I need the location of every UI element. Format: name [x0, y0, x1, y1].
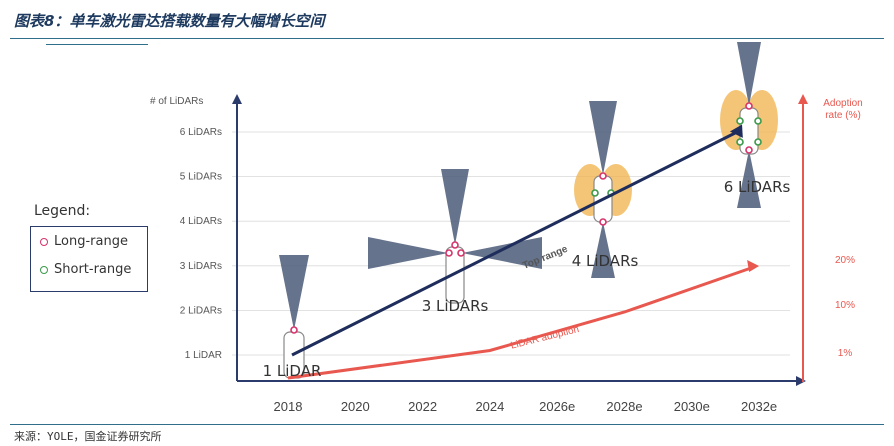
grid-lines: [232, 131, 790, 356]
lidar-cone-icon: [737, 42, 761, 106]
tick-labels: 1 LiDAR 2 LiDARs 3 LiDARs 4 LiDARs 5 LiDARs 6…: [150, 96, 863, 414]
lidar-cone-icon: [462, 237, 542, 269]
lidar-count-label: 4 LiDARs: [572, 252, 639, 270]
long-range-dot-icon: [599, 218, 607, 226]
top-range-line: [291, 130, 738, 357]
long-range-dot-icon: [457, 249, 465, 257]
top-range-arrow-icon: [729, 124, 743, 138]
x-tick-label: 2024: [475, 399, 504, 414]
lidar-count-label: 3 LiDARs: [422, 297, 489, 315]
figure-title: 图表8：单车激光雷达搭载数量有大幅增长空间: [14, 12, 325, 30]
long-range-dot-icon: [445, 249, 453, 257]
short-range-dot-icon: [754, 117, 762, 125]
lidar-count-label: 6 LiDARs: [724, 178, 791, 196]
adoption-label: LiDAR adoption: [510, 324, 581, 352]
x-tick-label: 2032e: [741, 399, 777, 414]
lidar-cone-icon: [441, 169, 469, 245]
y-tick-label: 1 LiDAR: [185, 350, 222, 361]
long-range-dot-icon: [40, 237, 48, 246]
right-tick-label: 20%: [835, 255, 855, 266]
car-illustrations: [279, 42, 778, 379]
x-axis-arrow-icon: [796, 376, 806, 386]
legend-item-short-range: Short-range: [40, 262, 131, 277]
legend-label-long-range: Long-range: [54, 234, 128, 249]
lidar-cone-icon: [279, 255, 309, 330]
right-axis-label-line: Adoption: [823, 98, 862, 109]
right-axis-label: Adoption rate (%): [823, 98, 862, 121]
lidar-cone-icon: [737, 150, 761, 208]
right-axis-arrow-icon: [798, 94, 808, 104]
source-divider: [10, 424, 884, 425]
title-underline: [46, 44, 148, 45]
short-range-dot-icon: [40, 265, 48, 274]
right-tick-label: 1%: [838, 348, 853, 359]
x-tick-label: 2022: [408, 399, 437, 414]
long-range-dot-icon: [290, 326, 298, 334]
long-range-dot-icon: [599, 172, 607, 180]
axes: [232, 94, 808, 386]
x-tick-label: 2020: [341, 399, 370, 414]
lidar-cone-icon: [368, 237, 448, 269]
title-divider: [10, 38, 884, 39]
source-note: 来源：YOLE，国金证券研究所: [14, 430, 162, 443]
y-axis-label: # of LiDARs: [150, 96, 203, 107]
x-tick-label: 2026e: [539, 399, 575, 414]
legend-title: Legend:: [34, 203, 91, 219]
right-axis-label-line: rate (%): [825, 110, 861, 121]
long-range-dot-icon: [451, 241, 459, 249]
right-tick-label: 10%: [835, 300, 855, 311]
lidar-count-label: 1 LiDAR: [263, 362, 322, 380]
legend-item-long-range: Long-range: [40, 234, 128, 249]
short-range-dot-icon: [736, 138, 744, 146]
legend-label-short-range: Short-range: [54, 262, 132, 277]
short-range-dot-icon: [736, 117, 744, 125]
y-axis-arrow-icon: [232, 94, 242, 104]
y-tick-label: 5 LiDARs: [180, 172, 222, 183]
lidar-cone-icon: [589, 101, 617, 175]
short-range-dot-icon: [591, 189, 599, 197]
x-tick-label: 2028e: [606, 399, 642, 414]
lidar-cone-icon: [591, 222, 615, 278]
adoption-arrow-icon: [747, 260, 760, 272]
legend-box: [30, 226, 148, 292]
adoption-line: [287, 266, 752, 380]
long-range-dot-icon: [745, 146, 753, 154]
x-tick-label: 2018: [274, 399, 303, 414]
y-tick-label: 4 LiDARs: [180, 216, 222, 227]
short-range-dot-icon: [754, 138, 762, 146]
y-tick-label: 2 LiDARs: [180, 305, 222, 316]
y-tick-label: 6 LiDARs: [180, 127, 222, 138]
long-range-dot-icon: [745, 102, 753, 110]
y-tick-label: 3 LiDARs: [180, 261, 222, 272]
x-tick-label: 2030e: [674, 399, 710, 414]
